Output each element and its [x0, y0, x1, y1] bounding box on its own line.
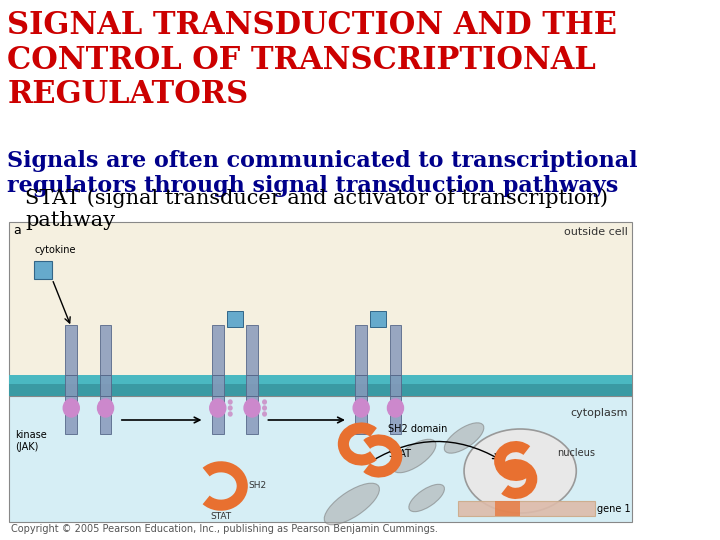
- Text: Signals are often communicated to transcriptional
regulators through signal tran: Signals are often communicated to transc…: [7, 150, 638, 198]
- Text: Copyright © 2005 Pearson Education, Inc., publishing as Pearson Benjamin Cumming: Copyright © 2005 Pearson Education, Inc.…: [11, 524, 438, 534]
- Circle shape: [228, 412, 232, 416]
- Bar: [100, 325, 112, 375]
- Text: SIGNAL TRANSDUCTION AND THE
CONTROL OF TRANSCRIPTIONAL
REGULATORS: SIGNAL TRANSDUCTION AND THE CONTROL OF T…: [7, 10, 617, 110]
- Text: STAT (signal transducer and activator of transcription)
pathway: STAT (signal transducer and activator of…: [25, 188, 608, 230]
- Circle shape: [244, 399, 260, 417]
- Circle shape: [228, 400, 232, 404]
- Circle shape: [387, 399, 403, 417]
- Ellipse shape: [409, 484, 444, 512]
- Bar: [100, 375, 112, 396]
- Circle shape: [210, 399, 226, 417]
- Circle shape: [354, 399, 369, 417]
- Bar: [9, 396, 632, 522]
- Text: cytoplasm: cytoplasm: [570, 408, 628, 418]
- Ellipse shape: [392, 439, 436, 472]
- Circle shape: [263, 406, 266, 410]
- Bar: [9, 222, 632, 396]
- Bar: [370, 311, 387, 327]
- Bar: [212, 375, 224, 396]
- Circle shape: [228, 406, 232, 410]
- Ellipse shape: [444, 423, 484, 453]
- Text: gene 1: gene 1: [597, 503, 631, 514]
- Bar: [35, 261, 52, 279]
- Bar: [356, 396, 367, 434]
- Bar: [390, 325, 401, 375]
- Bar: [246, 396, 258, 434]
- Text: STAT: STAT: [388, 449, 411, 459]
- Bar: [356, 325, 367, 375]
- Bar: [390, 375, 401, 396]
- Text: SH2 domain: SH2 domain: [388, 424, 447, 434]
- Circle shape: [263, 400, 266, 404]
- Circle shape: [63, 399, 79, 417]
- Bar: [9, 384, 632, 396]
- Bar: [227, 311, 243, 327]
- Bar: [66, 375, 77, 396]
- Bar: [9, 375, 632, 384]
- Text: a: a: [14, 224, 21, 237]
- Bar: [66, 396, 77, 434]
- Bar: [356, 375, 367, 396]
- Text: kinase
(JAK): kinase (JAK): [15, 430, 47, 451]
- Ellipse shape: [324, 483, 379, 525]
- Ellipse shape: [464, 429, 576, 513]
- Bar: [458, 501, 595, 516]
- Text: STAT: STAT: [210, 512, 231, 522]
- Bar: [212, 325, 224, 375]
- Text: nucleus: nucleus: [557, 448, 595, 458]
- Circle shape: [263, 412, 266, 416]
- Bar: [495, 501, 520, 516]
- Text: cytokine: cytokine: [35, 245, 76, 255]
- Bar: [246, 375, 258, 396]
- Bar: [390, 396, 401, 434]
- Circle shape: [97, 399, 114, 417]
- Bar: [100, 396, 112, 434]
- Bar: [212, 396, 224, 434]
- Bar: [66, 325, 77, 375]
- Text: SH2: SH2: [248, 482, 267, 490]
- Bar: [246, 325, 258, 375]
- Text: outside cell: outside cell: [564, 227, 628, 237]
